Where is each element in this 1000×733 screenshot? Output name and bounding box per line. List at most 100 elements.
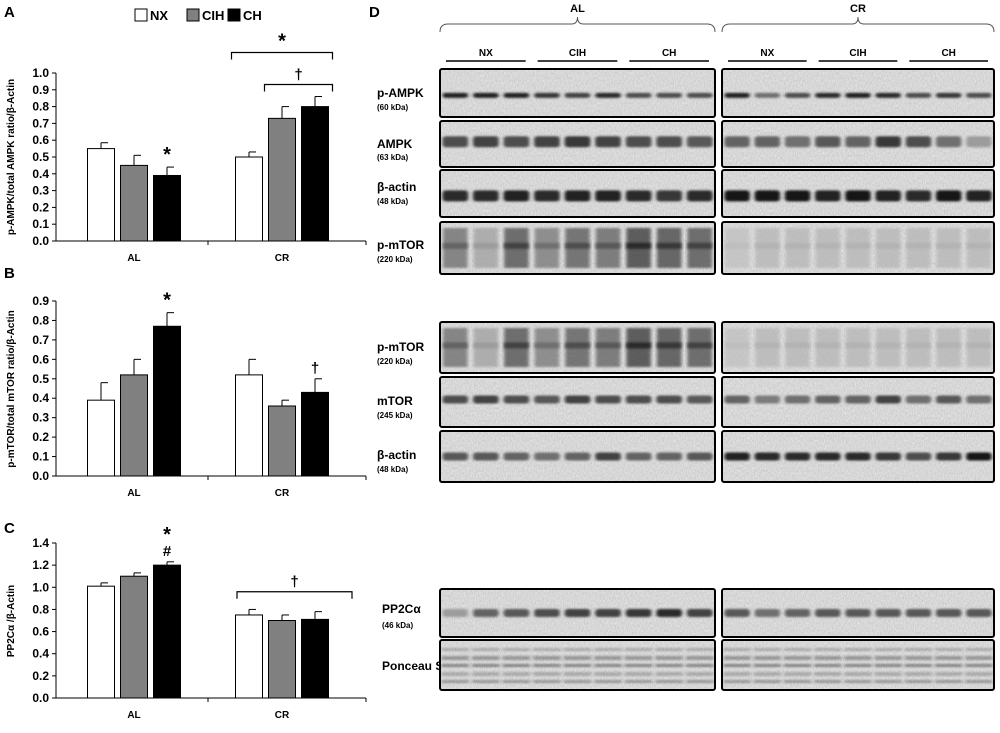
legend-swatch-nx (134, 8, 148, 22)
bracket-mark: * (278, 31, 286, 53)
legend: NX CIH CH (134, 8, 262, 23)
blot-frame (439, 430, 716, 483)
chart-panel-b: 0.0 0.1 0.2 0.3 0.4 0.5 0.6 0.7 0.8 0.9 p-mTOR/tot… (6, 290, 367, 499)
blot-band (503, 136, 530, 148)
blot-subgroup-label: CIH (569, 48, 586, 59)
blot-frame (721, 639, 995, 691)
blot-band (815, 136, 841, 148)
blot-band (965, 680, 993, 683)
panel-label-d: D (369, 4, 380, 21)
blot-band (874, 648, 902, 651)
blot-band (655, 664, 683, 667)
blot-band (442, 92, 469, 98)
blot-band (441, 680, 470, 683)
blot-band (533, 664, 561, 667)
blot-band (503, 452, 530, 461)
blot-band (876, 342, 901, 349)
blot-row-kda: (63 kDa) (377, 153, 408, 162)
bar-nx-cr (235, 614, 263, 699)
blot-band (783, 672, 812, 676)
blot-band (656, 342, 682, 349)
legend-label-ch: CH (243, 8, 262, 23)
blot-band (845, 395, 871, 404)
blot-band (504, 342, 529, 349)
blot-band (534, 190, 560, 202)
blot-band (935, 656, 963, 660)
blot-band (594, 680, 622, 683)
blot-band (594, 672, 622, 676)
blot-band (815, 609, 841, 617)
blot-band (935, 452, 962, 461)
blot-band (502, 656, 531, 660)
blot-band (534, 92, 560, 98)
blot-row-label: AMPK (377, 137, 413, 151)
blot-band (844, 672, 872, 676)
blot-group-bracket (439, 16, 716, 33)
blot-band (935, 664, 963, 667)
blot-frame (439, 588, 716, 638)
blot-band (533, 656, 561, 660)
blot-frame (721, 376, 995, 428)
blot-band (656, 92, 682, 98)
blot-band (784, 609, 811, 617)
blot-band (686, 136, 713, 148)
blot-band (625, 395, 652, 404)
blot-frame (721, 221, 995, 275)
blot-band (595, 136, 621, 148)
blot-row-kda: (46 kDa) (382, 621, 413, 630)
blot-frame (721, 430, 995, 483)
bar-cih-cr (268, 405, 296, 477)
blot-band (563, 648, 592, 651)
blot-band (724, 190, 750, 202)
blot-band (783, 648, 812, 651)
western-blot-panel: AL NX CIH CH CR NX CIH CH p-AMPK (60 kDa) AMPK (63 … (377, 3, 995, 691)
blot-frame (439, 376, 716, 428)
blot-band (685, 672, 714, 676)
blot-row-label: Ponceau S (382, 659, 443, 673)
blot-band (725, 342, 750, 349)
blot-band (442, 609, 469, 617)
blot-band (473, 609, 499, 617)
blot-strip (439, 639, 716, 691)
blot-band (442, 452, 469, 461)
blot-strip (721, 588, 995, 638)
blot-band (472, 648, 500, 651)
blot-band (656, 242, 682, 249)
y-tick-label: 0.9 (32, 83, 49, 97)
blot-band (815, 395, 841, 404)
blot-band (785, 242, 810, 249)
y-tick-label: 0.9 (32, 294, 49, 308)
blot-band (754, 136, 781, 148)
blot-band (724, 136, 750, 148)
blot-band (625, 609, 652, 617)
blot-band (905, 452, 932, 461)
significance-mark: * (163, 524, 171, 546)
blot-band (904, 648, 933, 651)
blot-band (723, 648, 751, 651)
blot-band (656, 190, 682, 202)
y-tick-label: 0.5 (32, 372, 49, 386)
blot-band (534, 242, 560, 249)
blot-band (594, 648, 622, 651)
blot-band (443, 342, 468, 349)
blot-row-kda: (48 kDa) (377, 197, 408, 206)
blot-band (624, 680, 653, 683)
blot-band (624, 664, 653, 667)
bar-ch-cr (301, 618, 329, 699)
blot-band (686, 190, 713, 202)
y-tick-label: 0.6 (32, 352, 49, 366)
blot-band (625, 452, 652, 461)
blot-band (724, 452, 750, 461)
blot-band (935, 672, 963, 676)
blot-band (595, 342, 621, 349)
blot-band (723, 664, 751, 667)
blot-band (473, 92, 499, 98)
blot-band (814, 648, 842, 651)
blot-band (595, 452, 621, 461)
blot-band (472, 680, 500, 683)
blot-band (905, 92, 932, 98)
blot-band (565, 242, 590, 249)
blot-band (504, 242, 529, 249)
x-tick-label-al: AL (127, 488, 140, 499)
blot-band (534, 452, 560, 461)
